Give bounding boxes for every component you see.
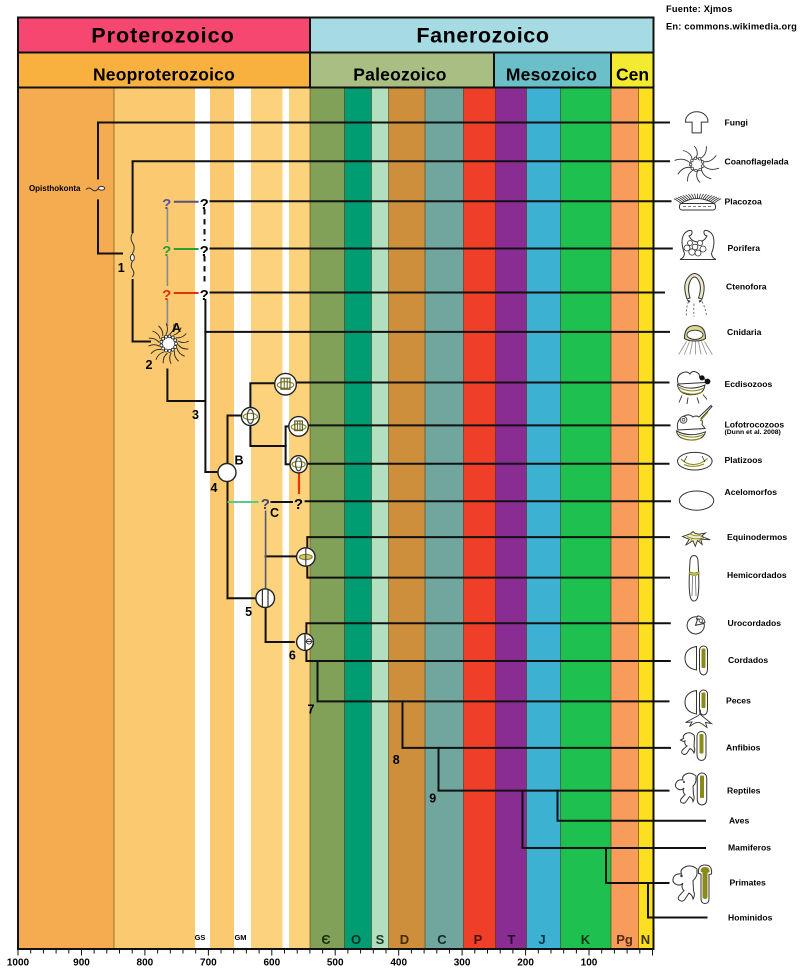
- svg-text:900: 900: [73, 958, 90, 969]
- svg-text:800: 800: [137, 958, 154, 969]
- svg-text:?: ?: [200, 287, 209, 304]
- svg-text:Reptiles: Reptiles: [727, 786, 761, 796]
- svg-text:(Dunn et al. 2008): (Dunn et al. 2008): [725, 429, 781, 436]
- svg-text:600: 600: [263, 958, 280, 969]
- svg-text:K: K: [581, 932, 591, 947]
- svg-text:400: 400: [390, 958, 407, 969]
- svg-text:P: P: [474, 932, 483, 947]
- svg-text:700: 700: [200, 958, 217, 969]
- svg-text:Primates: Primates: [730, 878, 767, 888]
- svg-text:Equinodermos: Equinodermos: [727, 532, 787, 542]
- svg-text:1: 1: [118, 261, 125, 275]
- svg-text:Paleozoico: Paleozoico: [353, 65, 446, 85]
- svg-text:?: ?: [294, 496, 303, 513]
- svg-text:?: ?: [162, 287, 171, 304]
- svg-text:?: ?: [261, 496, 270, 513]
- svg-text:Anfibios: Anfibios: [726, 743, 761, 753]
- svg-text:Є: Є: [321, 932, 330, 947]
- svg-text:Ecdisozoos: Ecdisozoos: [725, 379, 773, 389]
- svg-text:6: 6: [289, 649, 296, 663]
- svg-text:4: 4: [211, 481, 218, 495]
- svg-text:2: 2: [146, 358, 153, 372]
- svg-text:5: 5: [245, 605, 252, 619]
- svg-text:T: T: [508, 932, 516, 947]
- svg-text:1000: 1000: [7, 958, 30, 969]
- svg-text:Cnidaria: Cnidaria: [727, 327, 762, 337]
- svg-text:D: D: [400, 932, 409, 947]
- svg-text:C: C: [437, 932, 447, 947]
- svg-text:Mamiferos: Mamiferos: [728, 843, 771, 853]
- svg-text:S: S: [376, 932, 385, 947]
- svg-text:GM: GM: [234, 933, 246, 942]
- svg-text:9: 9: [429, 792, 436, 806]
- svg-text:7: 7: [308, 703, 315, 717]
- svg-text:Urocordados: Urocordados: [728, 618, 782, 628]
- svg-text:8: 8: [393, 753, 400, 767]
- svg-text:Fanerozoico: Fanerozoico: [416, 24, 549, 48]
- svg-text:Peces: Peces: [726, 696, 751, 706]
- svg-text:300: 300: [454, 958, 471, 969]
- svg-text:500: 500: [327, 958, 344, 969]
- svg-text:GS: GS: [195, 933, 206, 942]
- svg-text:Cen: Cen: [616, 65, 649, 85]
- svg-text:N: N: [641, 932, 650, 947]
- svg-text:Proterozoico: Proterozoico: [91, 24, 234, 48]
- svg-text:Hominidos: Hominidos: [728, 912, 773, 922]
- svg-text:Placozoa: Placozoa: [725, 196, 762, 206]
- svg-text:Coanoflagelada: Coanoflagelada: [725, 157, 789, 167]
- svg-text:200: 200: [517, 958, 534, 969]
- svg-text:Mesozoico: Mesozoico: [506, 65, 597, 85]
- svg-text:Neoproterozoico: Neoproterozoico: [93, 65, 235, 85]
- svg-text:Lofotrocozoos: Lofotrocozoos: [725, 419, 785, 429]
- svg-text:?: ?: [200, 196, 209, 213]
- svg-text:Hemicordados: Hemicordados: [727, 570, 787, 580]
- svg-text:J: J: [538, 932, 545, 947]
- svg-text:Pg: Pg: [616, 932, 633, 947]
- svg-text:Aves: Aves: [729, 816, 749, 826]
- svg-text:Acelomorfos: Acelomorfos: [725, 487, 778, 497]
- svg-text:Porifera: Porifera: [728, 243, 761, 253]
- svg-text:A: A: [172, 321, 181, 335]
- svg-text:Opisthokonta: Opisthokonta: [29, 184, 81, 193]
- svg-text:Platizoos: Platizoos: [725, 455, 763, 465]
- svg-text:Fuente: Xjmos: Fuente: Xjmos: [666, 4, 733, 14]
- svg-text:?: ?: [200, 243, 209, 260]
- svg-text:3: 3: [192, 408, 199, 422]
- svg-text:Cordados: Cordados: [728, 655, 768, 665]
- svg-text:O: O: [351, 932, 361, 947]
- svg-text:?: ?: [162, 243, 171, 260]
- svg-text:B: B: [234, 454, 243, 468]
- svg-text:100: 100: [581, 958, 598, 969]
- svg-text:Fungi: Fungi: [725, 118, 748, 128]
- svg-text:Ctenofora: Ctenofora: [726, 282, 767, 292]
- svg-text:En: commons.wikimedia.org: En: commons.wikimedia.org: [666, 22, 797, 32]
- svg-text:C: C: [270, 506, 279, 520]
- svg-text:?: ?: [162, 196, 171, 213]
